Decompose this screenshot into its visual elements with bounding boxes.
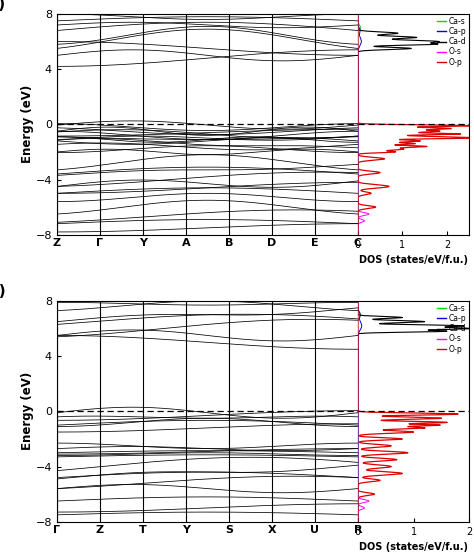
- X-axis label: DOS (states/eV/f.u.): DOS (states/eV/f.u.): [359, 255, 468, 265]
- Legend: Ca-s, Ca-p, Ca-d, O-s, O-p: Ca-s, Ca-p, Ca-d, O-s, O-p: [436, 16, 468, 68]
- Y-axis label: Energy (eV): Energy (eV): [21, 372, 34, 450]
- Text: (a): (a): [0, 0, 6, 12]
- X-axis label: DOS (states/eV/f.u.): DOS (states/eV/f.u.): [359, 542, 468, 552]
- Legend: Ca-s, Ca-p, Ca-d, O-s, O-p: Ca-s, Ca-p, Ca-d, O-s, O-p: [436, 302, 468, 355]
- Text: (b): (b): [0, 284, 6, 299]
- Y-axis label: Energy (eV): Energy (eV): [21, 85, 34, 163]
